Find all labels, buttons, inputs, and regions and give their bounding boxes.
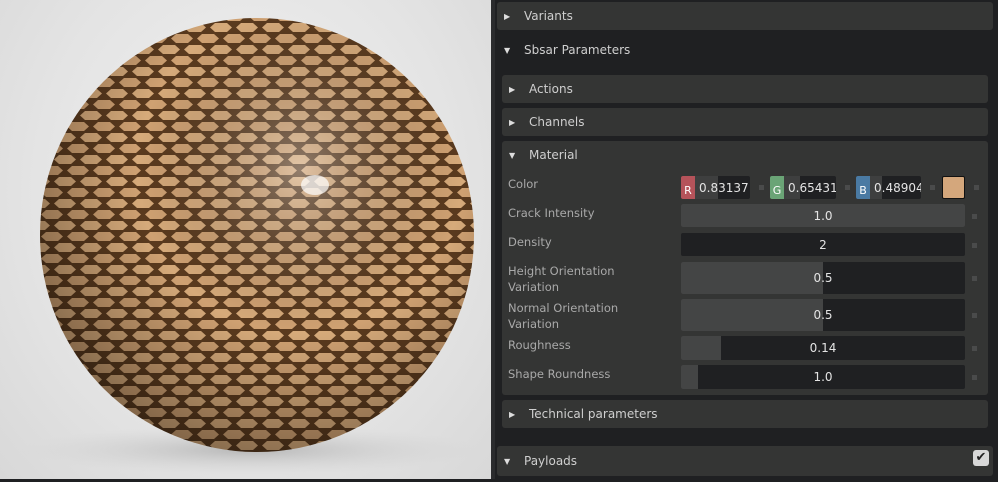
triangle-down-icon: ▼ xyxy=(509,150,516,160)
3d-viewport[interactable] xyxy=(0,0,491,479)
color-g-field[interactable]: G 0.65431 xyxy=(770,176,836,199)
reset-dot-icon[interactable] xyxy=(930,185,935,190)
slider-value: 0.5 xyxy=(813,308,833,322)
reset-dot-icon[interactable] xyxy=(972,276,977,281)
reset-dot-icon[interactable] xyxy=(974,185,979,190)
roughness-label: Roughness xyxy=(508,338,571,352)
technical-parameters-header[interactable]: ▶ Technical parameters xyxy=(502,400,988,428)
reset-dot-icon[interactable] xyxy=(972,346,977,351)
reset-dot-icon[interactable] xyxy=(972,375,977,380)
section-title: Variants xyxy=(524,9,573,23)
slider-value: 1.0 xyxy=(813,370,833,384)
color-b-field[interactable]: B 0.48904 xyxy=(856,176,921,199)
normal-orientation-variation-label: Normal Orientation Variation xyxy=(508,301,619,331)
color-r-field[interactable]: R 0.83137 xyxy=(681,176,750,199)
slider-fill xyxy=(681,299,823,331)
height-orientation-variation-slider[interactable]: 0.5 xyxy=(681,262,965,294)
crack-intensity-label: Crack Intensity xyxy=(508,206,595,220)
payloads-section-header[interactable]: ▼ Payloads xyxy=(497,446,993,476)
r-badge: R xyxy=(681,176,695,199)
triangle-right-icon: ▶ xyxy=(509,84,516,94)
section-title: Technical parameters xyxy=(529,407,658,421)
shape-roundness-slider[interactable]: 1.0 xyxy=(681,365,965,389)
b-badge: B xyxy=(856,176,870,199)
material-section-header[interactable]: ▼ Material xyxy=(502,141,988,169)
slider-value: 0.5 xyxy=(813,271,833,285)
crack-intensity-slider[interactable]: 1.0 xyxy=(681,204,965,227)
section-title: Sbsar Parameters xyxy=(524,43,631,57)
triangle-down-icon: ▼ xyxy=(504,456,511,466)
g-value: 0.65431 xyxy=(788,180,836,195)
shape-roundness-label: Shape Roundness xyxy=(508,367,611,381)
reset-dot-icon[interactable] xyxy=(972,213,977,219)
normal-orientation-variation-slider[interactable]: 0.5 xyxy=(681,299,965,331)
density-label: Density xyxy=(508,235,552,249)
triangle-right-icon: ▶ xyxy=(504,11,511,21)
section-title: Channels xyxy=(529,115,585,129)
payloads-checkbox[interactable]: ✔ xyxy=(973,450,989,466)
section-title: Actions xyxy=(529,82,573,96)
slider-fill xyxy=(681,204,965,227)
height-orientation-variation-label: Height Orientation Variation xyxy=(508,264,615,294)
slider-fill xyxy=(681,336,721,360)
triangle-right-icon: ▶ xyxy=(509,117,516,127)
b-value: 0.48904 xyxy=(874,180,921,195)
slider-value: 1.0 xyxy=(813,208,833,223)
reset-dot-icon[interactable] xyxy=(972,313,977,318)
section-title: Material xyxy=(529,148,578,162)
slider-fill xyxy=(681,365,699,389)
triangle-right-icon: ▶ xyxy=(509,409,516,419)
slider-fill xyxy=(681,262,823,294)
color-label: Color xyxy=(508,177,539,191)
slider-value: 0.14 xyxy=(809,341,837,355)
section-title: Payloads xyxy=(524,454,578,468)
g-badge: G xyxy=(770,176,784,199)
variants-section-header[interactable]: ▶ Variants xyxy=(497,2,993,30)
color-swatch[interactable] xyxy=(942,176,965,199)
r-value: 0.83137 xyxy=(699,180,749,195)
slider-value: 2 xyxy=(819,237,827,252)
actions-section-header[interactable]: ▶ Actions xyxy=(502,75,988,103)
reset-dot-icon[interactable] xyxy=(972,242,977,248)
triangle-down-icon: ▼ xyxy=(504,45,511,55)
material-preview-sphere xyxy=(20,18,480,475)
sbsar-parameters-header[interactable]: ▼ Sbsar Parameters xyxy=(497,36,993,64)
density-slider[interactable]: 2 xyxy=(681,233,965,256)
channels-section-header[interactable]: ▶ Channels xyxy=(502,108,988,136)
reset-dot-icon[interactable] xyxy=(845,185,850,190)
roughness-slider[interactable]: 0.14 xyxy=(681,336,965,360)
reset-dot-icon[interactable] xyxy=(759,185,764,190)
